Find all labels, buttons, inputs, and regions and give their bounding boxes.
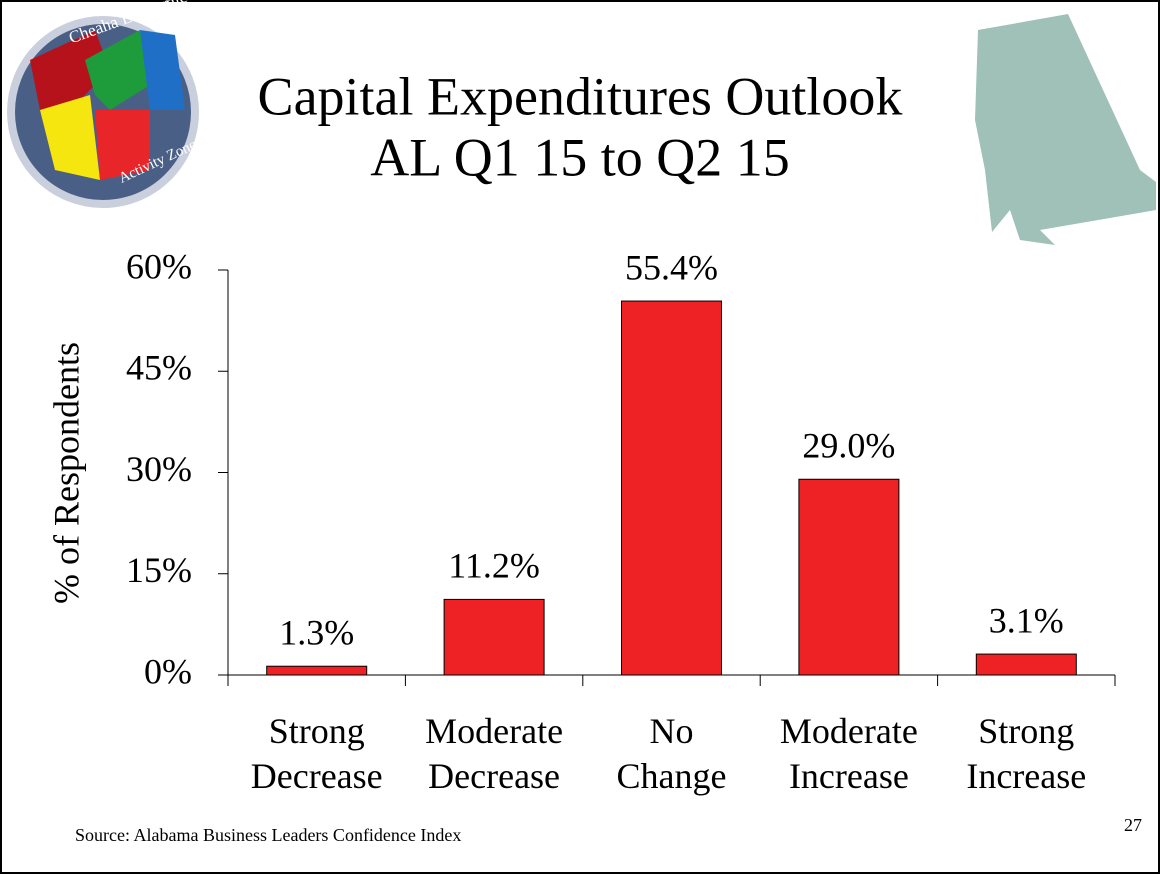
x-tick-label-line: Increase [966,756,1086,796]
x-tick-label-line: Strong [978,711,1074,751]
bar [975,653,1077,676]
y-tick-label: 45% [126,348,192,388]
x-tick-label: Strong Increase [966,711,1086,796]
bar [266,665,368,676]
bar [443,598,545,676]
x-tick-label-line: Moderate [425,711,563,751]
y-tick-label: 60% [126,246,192,286]
logo-shape [95,110,150,180]
x-tick-label: Moderate Decrease [425,711,563,796]
value-label: 1.3% [279,612,354,652]
x-tick-label-line: Strong [269,711,365,751]
chart-subtitle: AL Q1 15 to Q2 15 [370,127,789,187]
logo-shape [140,30,185,110]
x-tick-label-line: Increase [789,756,909,796]
x-tick-label-line: Change [617,756,727,796]
x-tick-label: Strong Decrease [251,711,383,796]
x-tick-label: Moderate Increase [780,711,918,796]
y-tick-label: 0% [144,651,192,691]
y-tick-label: 30% [126,449,192,489]
state-map [975,14,1156,245]
logo-shape [30,30,110,110]
bar [621,300,722,676]
chart-title: Capital Expenditures Outlook [258,66,903,126]
value-label: 11.2% [448,546,540,586]
logo-shape [40,95,100,180]
source: Source: Alabama Business Leaders Confide… [75,825,461,845]
x-tick-label-line: No [650,711,694,751]
x-tick-label-line: Decrease [251,756,383,796]
value-label: 29.0% [802,426,895,466]
value-label: 55.4% [625,247,718,287]
value-label: 3.1% [989,600,1064,640]
logo-shape [85,30,150,110]
x-tick-label: No Change [617,711,727,796]
bar [798,478,900,676]
x-tick-label-line: Moderate [780,711,918,751]
x-tick-label-line: Decrease [428,756,560,796]
y-tick-label: 15% [126,550,192,590]
page-number: 27 [1124,815,1142,835]
y-axis-label: % of Respondents [46,342,86,604]
